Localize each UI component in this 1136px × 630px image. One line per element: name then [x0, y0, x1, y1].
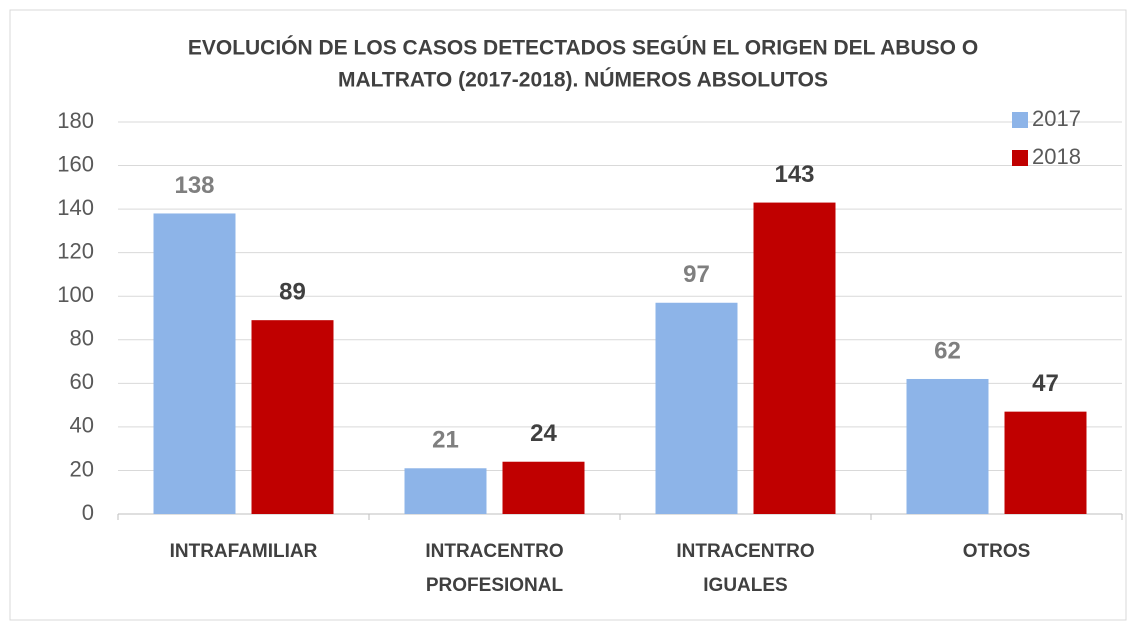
- value-label: 62: [934, 337, 961, 364]
- y-tick-label: 180: [57, 108, 94, 133]
- y-tick-label: 40: [70, 413, 94, 438]
- value-label: 47: [1032, 370, 1059, 397]
- x-tick-label: INTRACENTRO: [676, 541, 814, 562]
- bar: [251, 320, 334, 514]
- legend-label: 2017: [1032, 106, 1081, 131]
- y-tick-label: 140: [57, 195, 94, 220]
- x-tick-label: INTRAFAMILIAR: [170, 541, 318, 562]
- y-tick-label: 20: [70, 456, 94, 481]
- y-tick-label: 60: [70, 369, 94, 394]
- value-label: 24: [530, 420, 557, 447]
- y-tick-label: 100: [57, 282, 94, 307]
- chart-title: MALTRATO (2017-2018). NÚMEROS ABSOLUTOS: [338, 68, 828, 92]
- x-tick-label: INTRACENTRO: [425, 541, 563, 562]
- value-label: 138: [174, 172, 214, 199]
- chart-title: EVOLUCIÓN DE LOS CASOS DETECTADOS SEGÚN …: [188, 36, 978, 60]
- y-tick-label: 120: [57, 238, 94, 263]
- legend-label: 2018: [1032, 144, 1081, 169]
- y-tick-label: 80: [70, 326, 94, 351]
- value-label: 89: [279, 279, 306, 306]
- bar: [153, 213, 236, 514]
- value-label: 143: [774, 161, 814, 188]
- bar: [1004, 411, 1087, 514]
- bar: [753, 202, 836, 515]
- x-tick-label: OTROS: [963, 541, 1031, 562]
- legend-swatch: [1012, 112, 1028, 128]
- y-tick-label: 160: [57, 151, 94, 176]
- bar: [655, 302, 738, 514]
- bar: [404, 468, 487, 514]
- value-label: 21: [432, 427, 459, 454]
- bar: [906, 378, 989, 514]
- x-tick-label: IGUALES: [703, 575, 787, 596]
- y-tick-label: 0: [82, 500, 94, 525]
- x-tick-label: PROFESIONAL: [426, 575, 564, 596]
- value-label: 97: [683, 261, 710, 288]
- legend-swatch: [1012, 150, 1028, 166]
- bar: [502, 461, 585, 514]
